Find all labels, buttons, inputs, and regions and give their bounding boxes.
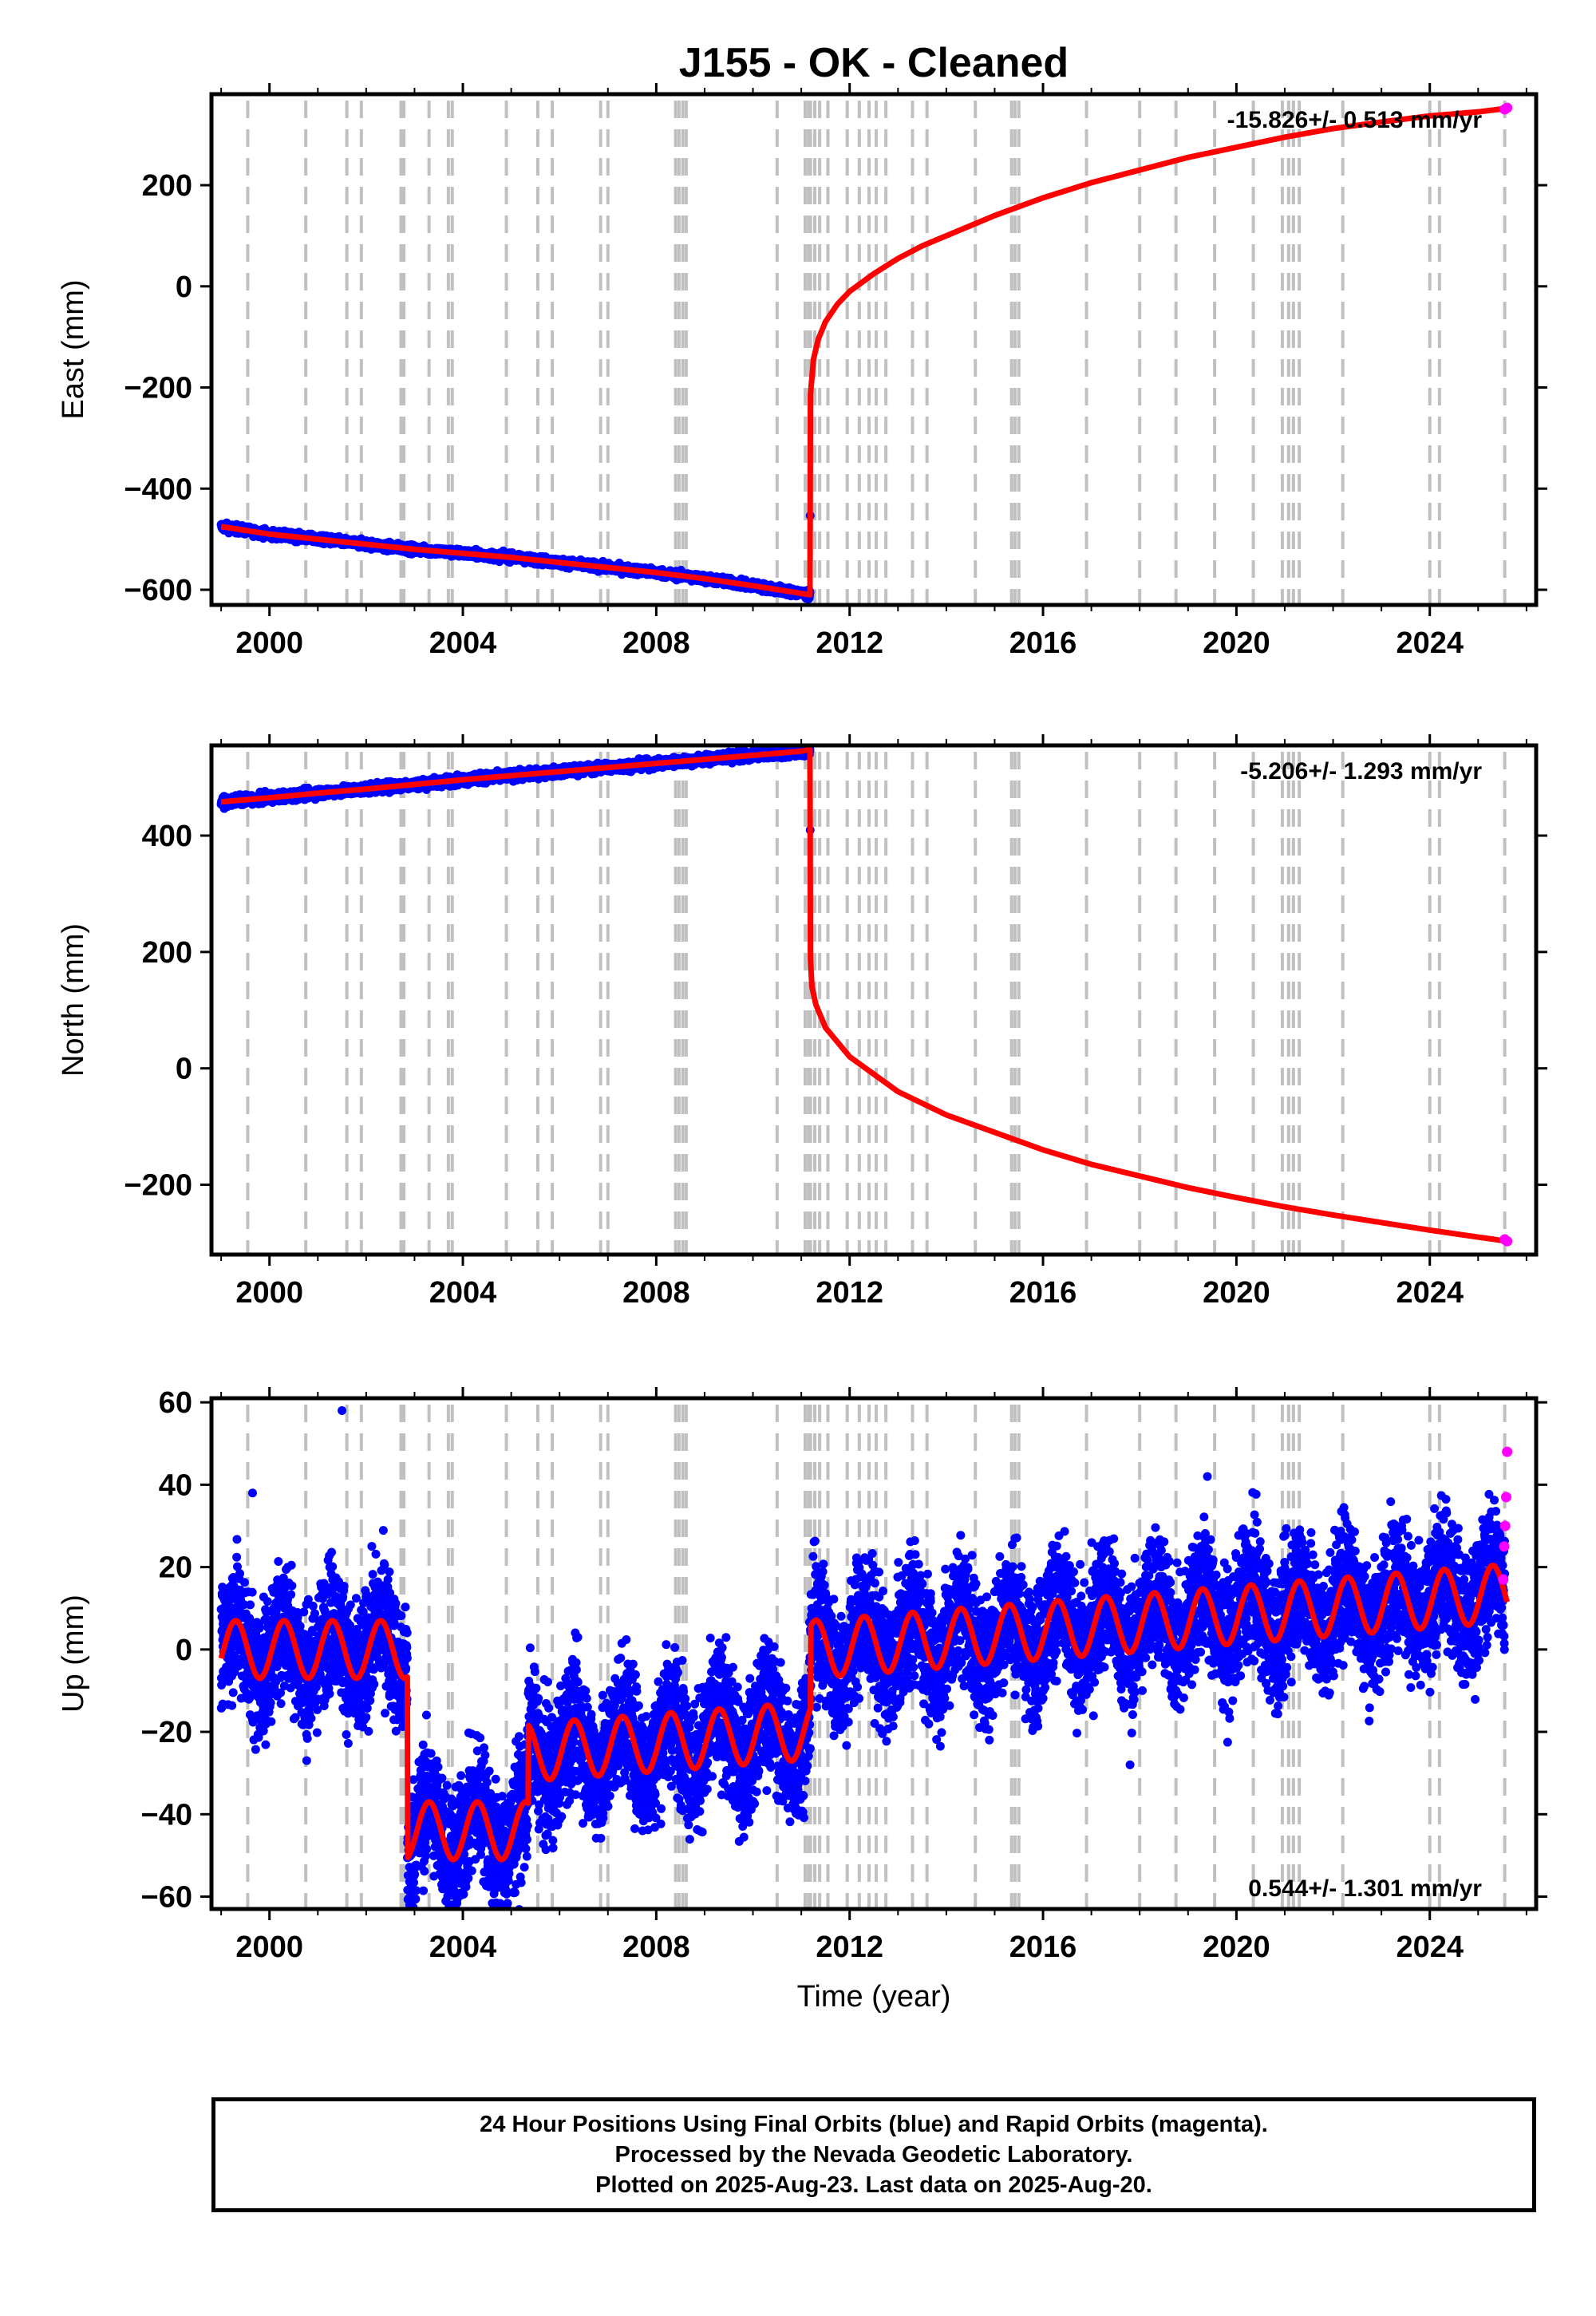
- east-frame: [209, 92, 1539, 607]
- x-tick-label: 2000: [235, 626, 303, 660]
- x-tick-label: 2016: [1009, 626, 1077, 660]
- east-plot-area: [216, 101, 1510, 605]
- rapid-orbit-point: [1502, 102, 1513, 113]
- x-tick-label: 2024: [1396, 626, 1464, 660]
- figure-title: J155 - OK - Cleaned: [679, 40, 1069, 86]
- y-tick-label: 0: [176, 271, 192, 304]
- x-tick-label: 2004: [429, 626, 497, 660]
- north-plot-area: [216, 745, 1510, 1255]
- y-tick-label: 200: [142, 169, 192, 203]
- x-tick-label: 2012: [816, 626, 883, 660]
- x-tick-label: 2008: [622, 626, 690, 660]
- east-y-axis-title: East (mm): [57, 279, 90, 419]
- east-panel: 2000 2004 2008 2012 2016 2020 2024−600−400−200…: [57, 83, 1547, 660]
- y-tick-label: −200: [124, 372, 192, 405]
- east-model-line: [219, 105, 1510, 598]
- y-tick-label: −400: [124, 472, 192, 506]
- north-panel: 2000 2004 2008 2012 2016 2020 2024−2000200400N…: [57, 734, 1547, 1310]
- y-tick-label: −600: [124, 574, 192, 607]
- x-tick-label: 2020: [1203, 626, 1270, 660]
- east-rate-label: -15.826+/- 0.513 mm/yr: [1227, 107, 1483, 133]
